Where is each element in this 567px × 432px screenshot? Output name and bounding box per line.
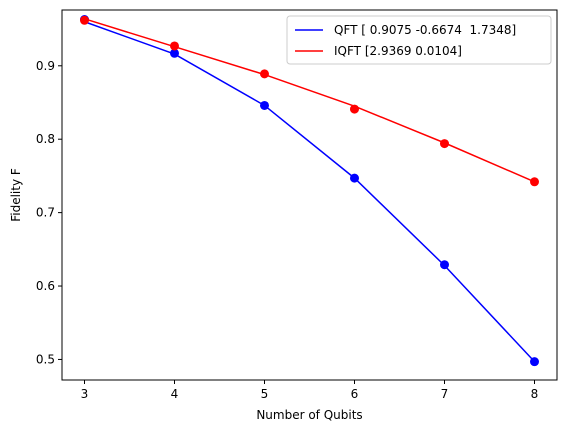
y-axis-ticks: 0.5 0.6 0.7 0.8 0.9 [36, 59, 62, 366]
y-tick-label: 0.9 [36, 59, 55, 73]
plot-frame [61, 9, 558, 381]
data-point-qft [260, 100, 269, 110]
series-line-qft [84, 21, 536, 363]
data-point-qft [440, 260, 449, 270]
data-point-iqft [260, 69, 269, 79]
series-line-iqft [84, 18, 535, 183]
plot-layer [80, 15, 539, 367]
data-point-qft [530, 357, 539, 367]
data-point-iqft [170, 41, 179, 51]
data-point-qft [170, 48, 179, 58]
data-point-iqft [350, 104, 359, 114]
y-axis-label: Fidelity F [9, 168, 23, 222]
x-tick-label: 5 [261, 387, 269, 401]
x-axis-label: Number of Qubits [256, 408, 362, 422]
x-tick-label: 6 [351, 387, 359, 401]
data-point-iqft [440, 139, 449, 149]
y-tick-label: 0.8 [36, 132, 55, 146]
axes-layer [61, 9, 558, 381]
x-axis-ticks: 3 4 5 6 7 8 [81, 380, 539, 401]
legend-label-qft: QFT [ 0.9075 -0.6674 1.7348] [334, 23, 516, 37]
x-tick-label: 4 [171, 387, 179, 401]
y-tick-label: 0.7 [36, 206, 55, 220]
data-point-qft [350, 173, 359, 183]
legend-label-iqft: IQFT [2.9369 0.0104] [334, 44, 462, 58]
data-point-iqft [530, 177, 539, 187]
data-point-iqft [80, 15, 89, 25]
y-tick-label: 0.5 [36, 352, 55, 366]
legend-box [286, 15, 552, 65]
legend: QFT [ 0.9075 -0.6674 1.7348] IQFT [2.936… [286, 15, 552, 65]
x-tick-label: 8 [531, 387, 539, 401]
x-tick-label: 7 [441, 387, 449, 401]
x-tick-label: 3 [81, 387, 89, 401]
y-tick-label: 0.6 [36, 279, 55, 293]
